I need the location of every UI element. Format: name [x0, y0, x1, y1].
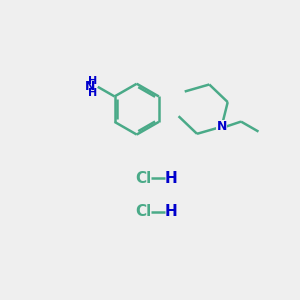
- Text: Cl: Cl: [135, 171, 151, 186]
- Text: H: H: [88, 76, 97, 86]
- Text: H: H: [164, 204, 177, 219]
- Text: Cl: Cl: [135, 204, 151, 219]
- Text: N: N: [216, 120, 227, 133]
- Text: H: H: [88, 88, 97, 98]
- Text: H: H: [164, 171, 177, 186]
- Text: N: N: [85, 80, 95, 93]
